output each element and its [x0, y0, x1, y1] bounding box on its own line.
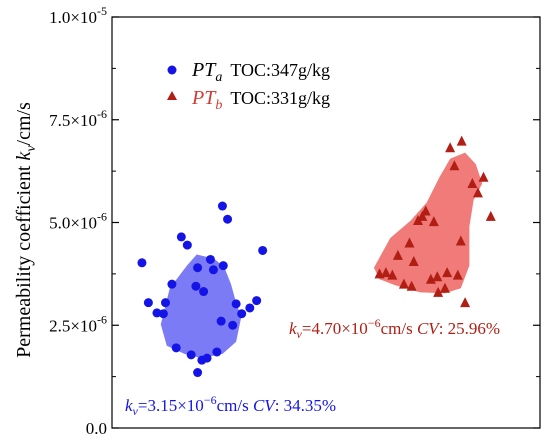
data-point-pta	[193, 368, 203, 378]
legend-marker-ptb	[167, 91, 177, 100]
data-point-ptb	[408, 256, 419, 267]
annotation-blue: kv=3.15×10−6cm/s CV: 34.35%	[125, 393, 336, 418]
data-point-ptb	[406, 280, 417, 291]
data-point-ptb	[472, 187, 483, 198]
data-point-ptb	[445, 142, 456, 153]
data-point-pta	[252, 296, 262, 306]
data-point-ptb	[433, 286, 444, 297]
data-point-pta	[143, 298, 153, 308]
data-point-ptb	[478, 171, 489, 182]
data-point-pta	[218, 261, 228, 271]
y-tick-label: 5.0×10-6	[49, 210, 107, 233]
data-point-ptb	[380, 267, 391, 278]
data-point-pta	[205, 254, 215, 264]
y-tick-label: 1.0×10-5	[49, 4, 107, 27]
data-point-ptb	[439, 282, 450, 293]
data-point-pta	[216, 316, 226, 326]
hull-pta	[160, 254, 242, 359]
data-point-pta	[158, 309, 168, 319]
y-tick-label: 7.5×10-6	[49, 107, 107, 130]
data-point-ptb	[452, 269, 463, 280]
axes-layer: 0.0 2.5×10-6 5.0×10-6 7.5×10-6 1.0×10-5	[49, 4, 541, 438]
data-point-ptb	[398, 278, 409, 289]
data-point-ptb	[387, 269, 398, 280]
data-point-ptb	[420, 205, 431, 216]
data-point-pta	[258, 245, 268, 255]
data-point-ptb	[442, 267, 453, 278]
legend-label-pta: PTa TOC:347g/kg	[191, 59, 330, 85]
data-point-pta	[193, 263, 203, 273]
data-point-pta	[212, 347, 222, 357]
data-point-pta	[237, 309, 247, 319]
data-point-pta	[176, 232, 186, 242]
data-point-pta	[231, 299, 241, 309]
data-point-ptb	[456, 135, 467, 146]
data-point-pta	[228, 320, 238, 330]
marker-layer	[137, 135, 496, 378]
data-point-ptb	[460, 297, 471, 308]
data-point-pta	[186, 350, 196, 360]
data-point-ptb	[428, 216, 439, 227]
data-point-pta	[199, 287, 209, 297]
data-point-pta	[191, 281, 201, 291]
data-point-pta	[217, 201, 227, 211]
data-point-ptb	[392, 249, 403, 260]
data-point-ptb	[485, 210, 496, 221]
data-point-pta	[208, 265, 218, 275]
y-axis-title: Permeability coefficient kv/cm/s	[13, 102, 39, 358]
data-point-pta	[223, 214, 233, 224]
data-point-pta	[182, 240, 192, 250]
data-point-pta	[202, 353, 212, 363]
legend-marker-pta	[167, 65, 177, 75]
legend-label-ptb: PTb TOC:331g/kg	[191, 87, 330, 113]
data-point-ptb	[417, 210, 428, 221]
y-tick-label: 0.0	[86, 419, 107, 438]
hull-ptb	[373, 152, 483, 294]
y-tick-label: 2.5×10-6	[49, 312, 107, 335]
data-point-pta	[167, 279, 177, 289]
data-point-pta	[171, 343, 181, 353]
data-point-pta	[137, 258, 147, 268]
annotation-red: kv=4.70×10−6cm/s CV: 25.96%	[289, 316, 500, 341]
data-point-ptb	[432, 271, 443, 282]
data-point-ptb	[449, 160, 460, 171]
data-point-ptb	[455, 235, 466, 246]
data-point-pta	[161, 298, 170, 308]
data-point-ptb	[404, 237, 415, 248]
data-point-pta	[245, 303, 255, 313]
legend: PTa TOC:347g/kg PTb TOC:331g/kg	[167, 59, 330, 113]
data-point-ptb	[467, 177, 478, 188]
